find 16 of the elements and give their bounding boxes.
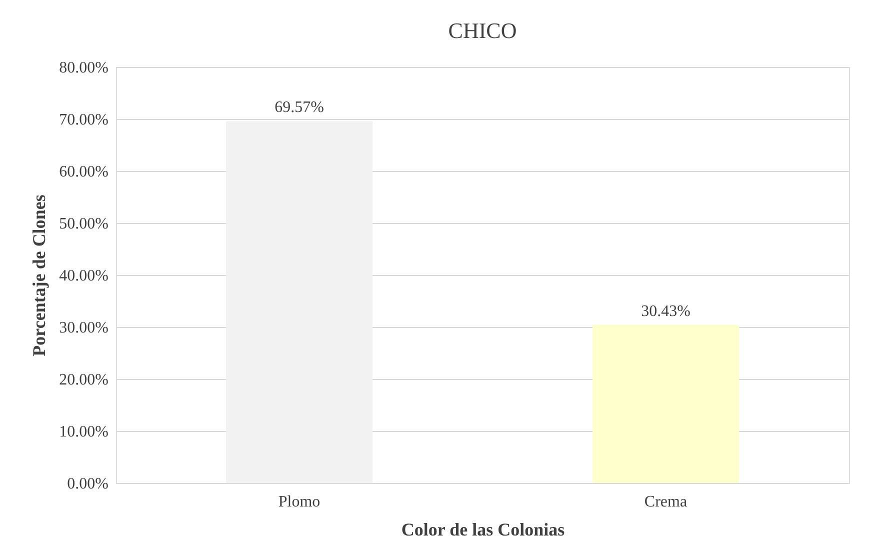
data-label: 30.43% (641, 302, 690, 320)
y-tick-label: 0.00% (67, 476, 108, 492)
y-tick-label: 80.00% (59, 60, 108, 76)
y-tick-label: 50.00% (59, 216, 108, 232)
x-axis-title: Color de las Colonias (401, 520, 565, 540)
chart-title: CHICO (448, 18, 517, 43)
y-tick-label: 10.00% (59, 424, 108, 440)
x-tick-label: Plomo (278, 494, 320, 510)
y-tick-label: 70.00% (59, 112, 108, 128)
data-label: 69.57% (274, 99, 324, 116)
y-tick-label: 40.00% (59, 268, 108, 284)
y-tick-label: 60.00% (59, 164, 108, 180)
y-tick-label: 20.00% (59, 372, 108, 388)
x-tick-label: Crema (644, 494, 688, 510)
y-axis-title: Porcentaje de Clones (29, 194, 50, 356)
y-tick-label: 30.00% (59, 320, 108, 336)
